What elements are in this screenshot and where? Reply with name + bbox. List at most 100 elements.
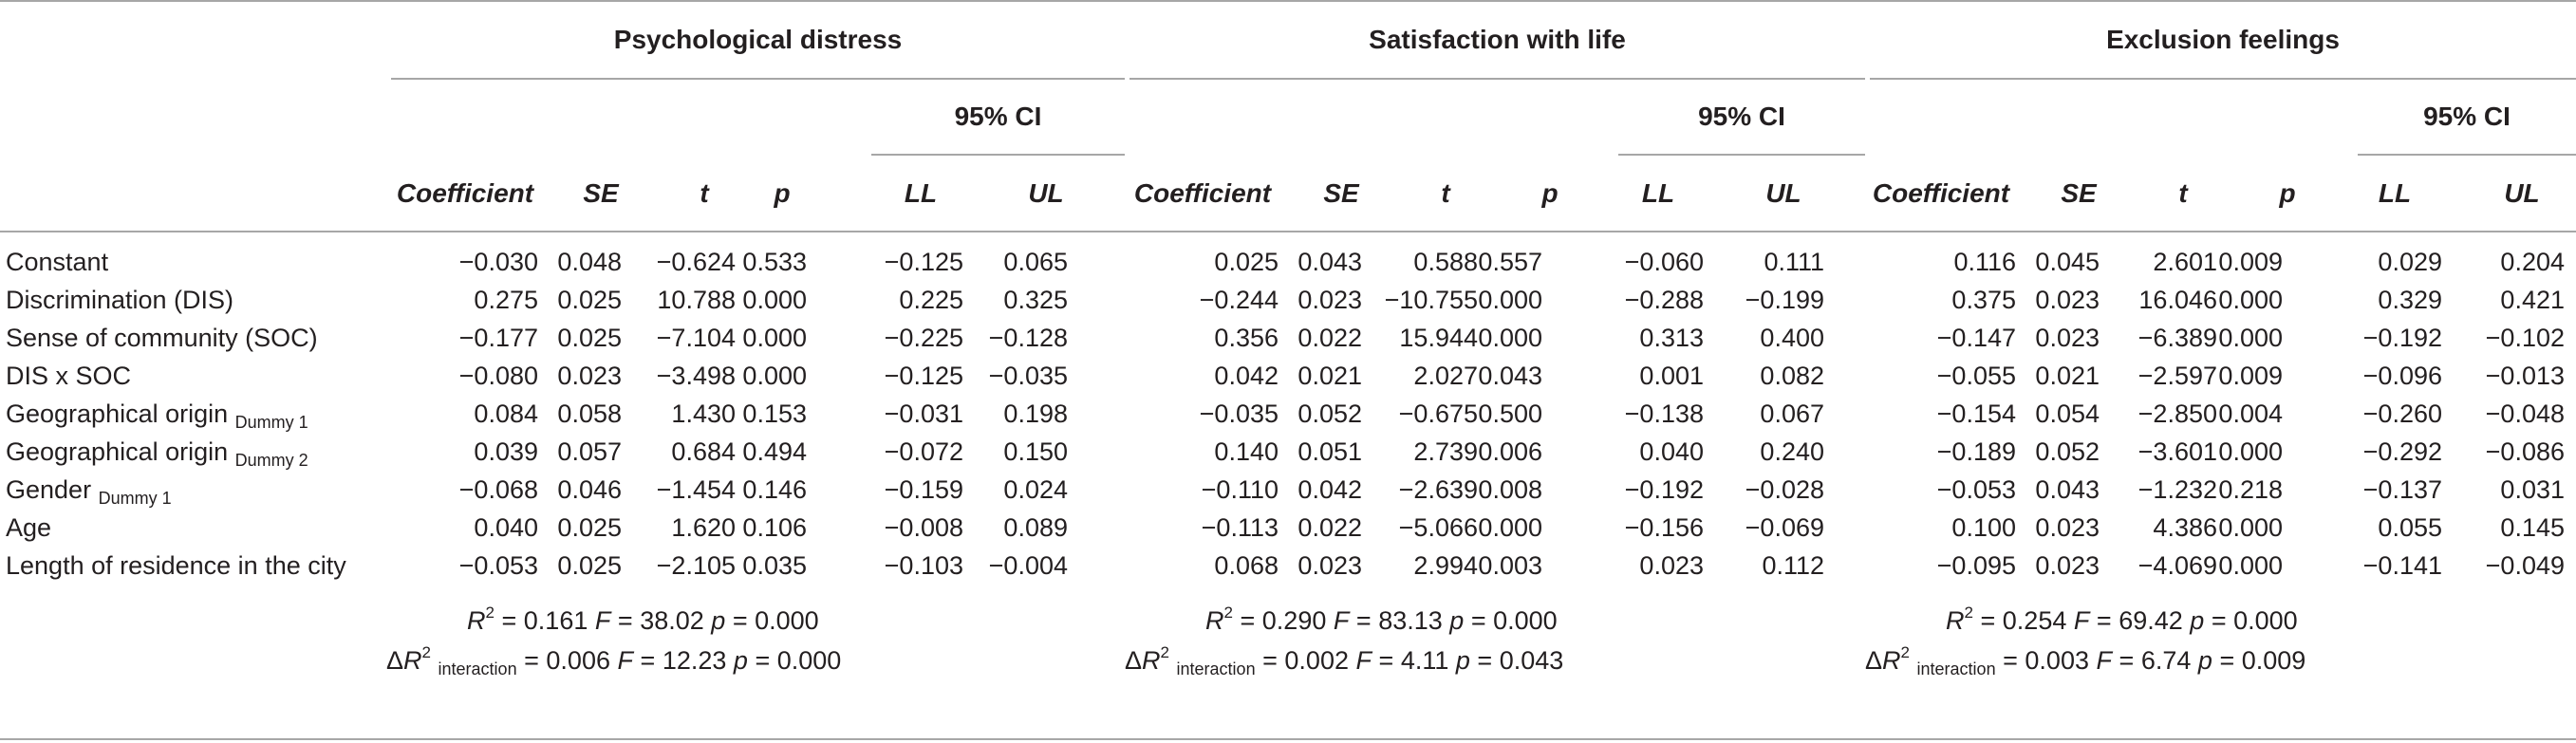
column-header: LL <box>1641 178 1675 208</box>
table-cell: 0.023 <box>1639 551 1704 580</box>
table-cell: −0.013 <box>2485 362 2565 390</box>
table-cell: −0.125 <box>884 248 963 276</box>
table-cell: −0.128 <box>988 324 1068 352</box>
group-rule <box>1129 78 1865 80</box>
table-cell: 0.023 <box>557 362 622 390</box>
delta-p-value: 0.009 <box>2241 646 2306 675</box>
row-label-text: Discrimination (DIS) <box>6 286 234 314</box>
table-cell: −5.066 <box>1398 513 1478 542</box>
table-cell: −0.048 <box>2485 399 2565 428</box>
model-fit-delta-r2: ΔR2 interaction = 0.006 F = 12.23 p = 0.… <box>386 638 841 684</box>
table-cell: 0.198 <box>1003 399 1068 428</box>
table-cell: −2.105 <box>656 551 736 580</box>
r2-value: 0.290 <box>1261 606 1327 635</box>
table-cell: 0.500 <box>1478 399 1542 428</box>
table-cell: 0.684 <box>671 437 736 466</box>
delta-r2-value: 0.006 <box>546 646 610 675</box>
column-header: Coefficient <box>1133 178 1272 208</box>
column-header: Coefficient <box>1872 178 2010 208</box>
equals-sign: = <box>1477 646 1493 675</box>
delta-f-value: 6.74 <box>2140 646 2192 675</box>
table-cell: −3.601 <box>2137 437 2217 466</box>
table-cell: 0.022 <box>1297 513 1362 542</box>
table-cell: −0.049 <box>2485 551 2565 580</box>
header-bottom-rule <box>0 231 2576 232</box>
table-cell: 0.140 <box>1214 437 1279 466</box>
equals-sign: = <box>2211 606 2227 635</box>
table-cell: −0.125 <box>884 362 963 390</box>
table-cell: 0.204 <box>2500 248 2565 276</box>
delta-f-value: 12.23 <box>662 646 727 675</box>
table-cell: −0.102 <box>2485 324 2565 352</box>
table-cell: 0.039 <box>474 437 538 466</box>
p-value: 0.000 <box>755 606 819 635</box>
table-cell: 0.000 <box>1478 513 1542 542</box>
table-cell: 0.557 <box>1478 248 1542 276</box>
delta-r2-value: 0.003 <box>2025 646 2089 675</box>
table-cell: −4.069 <box>2137 551 2217 580</box>
table-cell: −0.035 <box>1199 399 1279 428</box>
row-label: Constant <box>6 247 108 277</box>
table-cell: −0.675 <box>1398 399 1478 428</box>
table-cell: 0.065 <box>1003 248 1068 276</box>
table-cell: 1.430 <box>671 399 736 428</box>
model-fit-r2: R2 = 0.254 F = 69.42 p = 0.000 <box>1946 598 2298 636</box>
table-cell: 0.329 <box>2378 286 2442 314</box>
column-header: p <box>2279 178 2296 208</box>
row-label-subscript: Dummy 1 <box>98 489 172 508</box>
squared-symbol: 2 <box>1223 604 1233 622</box>
table-cell: −1.454 <box>656 475 736 504</box>
table-cell: 0.082 <box>1760 362 1824 390</box>
squared-symbol: 2 <box>1900 643 1911 661</box>
table-cell: 0.150 <box>1003 437 1068 466</box>
table-cell: 2.601 <box>2153 248 2217 276</box>
table-cell: 0.400 <box>1760 324 1824 352</box>
table-cell: 0.000 <box>1478 286 1542 314</box>
delta-p-value: 0.000 <box>776 646 842 675</box>
column-header: t <box>1441 178 1450 208</box>
table-cell: 0.000 <box>742 286 807 314</box>
equals-sign: = <box>1378 646 1394 675</box>
row-label-text: Gender <box>6 475 92 504</box>
table-cell: −0.288 <box>1624 286 1704 314</box>
table-cell: 0.025 <box>557 513 622 542</box>
group-title: Exclusion feelings <box>2106 25 2340 54</box>
ci-label: 95% CI <box>1698 102 1785 131</box>
table-cell: 0.000 <box>2218 437 2283 466</box>
row-label-text: Sense of community (SOC) <box>6 324 318 352</box>
table-cell: 0.000 <box>2218 286 2283 314</box>
table-cell: −0.030 <box>458 248 538 276</box>
table-cell: 0.042 <box>1214 362 1279 390</box>
f-value: 83.13 <box>1378 606 1443 635</box>
table-cell: −0.004 <box>988 551 1068 580</box>
table-cell: 0.043 <box>2035 475 2100 504</box>
row-label-text: Age <box>6 513 52 542</box>
row-label: Gender Dummy 1 <box>6 474 172 513</box>
table-cell: −0.159 <box>884 475 963 504</box>
table-cell: 0.054 <box>2035 399 2100 428</box>
table-cell: −0.103 <box>884 551 963 580</box>
table-cell: 0.375 <box>1951 286 2016 314</box>
table-cell: −2.850 <box>2137 399 2217 428</box>
ci-label: 95% CI <box>954 102 1042 131</box>
table-cell: −0.060 <box>1624 248 1704 276</box>
equals-sign: = <box>1980 606 1996 635</box>
f-value: 69.42 <box>2119 606 2183 635</box>
p-symbol: p <box>711 606 726 635</box>
ci-rule <box>1618 154 1865 156</box>
table-cell: −0.068 <box>458 475 538 504</box>
table-cell: 0.068 <box>1214 551 1279 580</box>
table-cell: −7.104 <box>656 324 736 352</box>
table-cell: 0.023 <box>1297 551 1362 580</box>
group-title: Satisfaction with life <box>1369 25 1626 54</box>
table-cell: −0.110 <box>1201 475 1279 504</box>
delta-f-value: 4.11 <box>1400 646 1449 675</box>
row-label-text: Length of residence in the city <box>6 551 346 580</box>
column-header: LL <box>904 178 938 208</box>
table-cell: 0.067 <box>1760 399 1824 428</box>
row-label-text: DIS x SOC <box>6 362 132 390</box>
table-cell: 0.024 <box>1003 475 1068 504</box>
model-fit-delta-r2: ΔR2 interaction = 0.002 F = 4.11 p = 0.0… <box>1125 638 1563 684</box>
ci-rule <box>2358 154 2576 156</box>
f-symbol: F <box>594 606 611 635</box>
